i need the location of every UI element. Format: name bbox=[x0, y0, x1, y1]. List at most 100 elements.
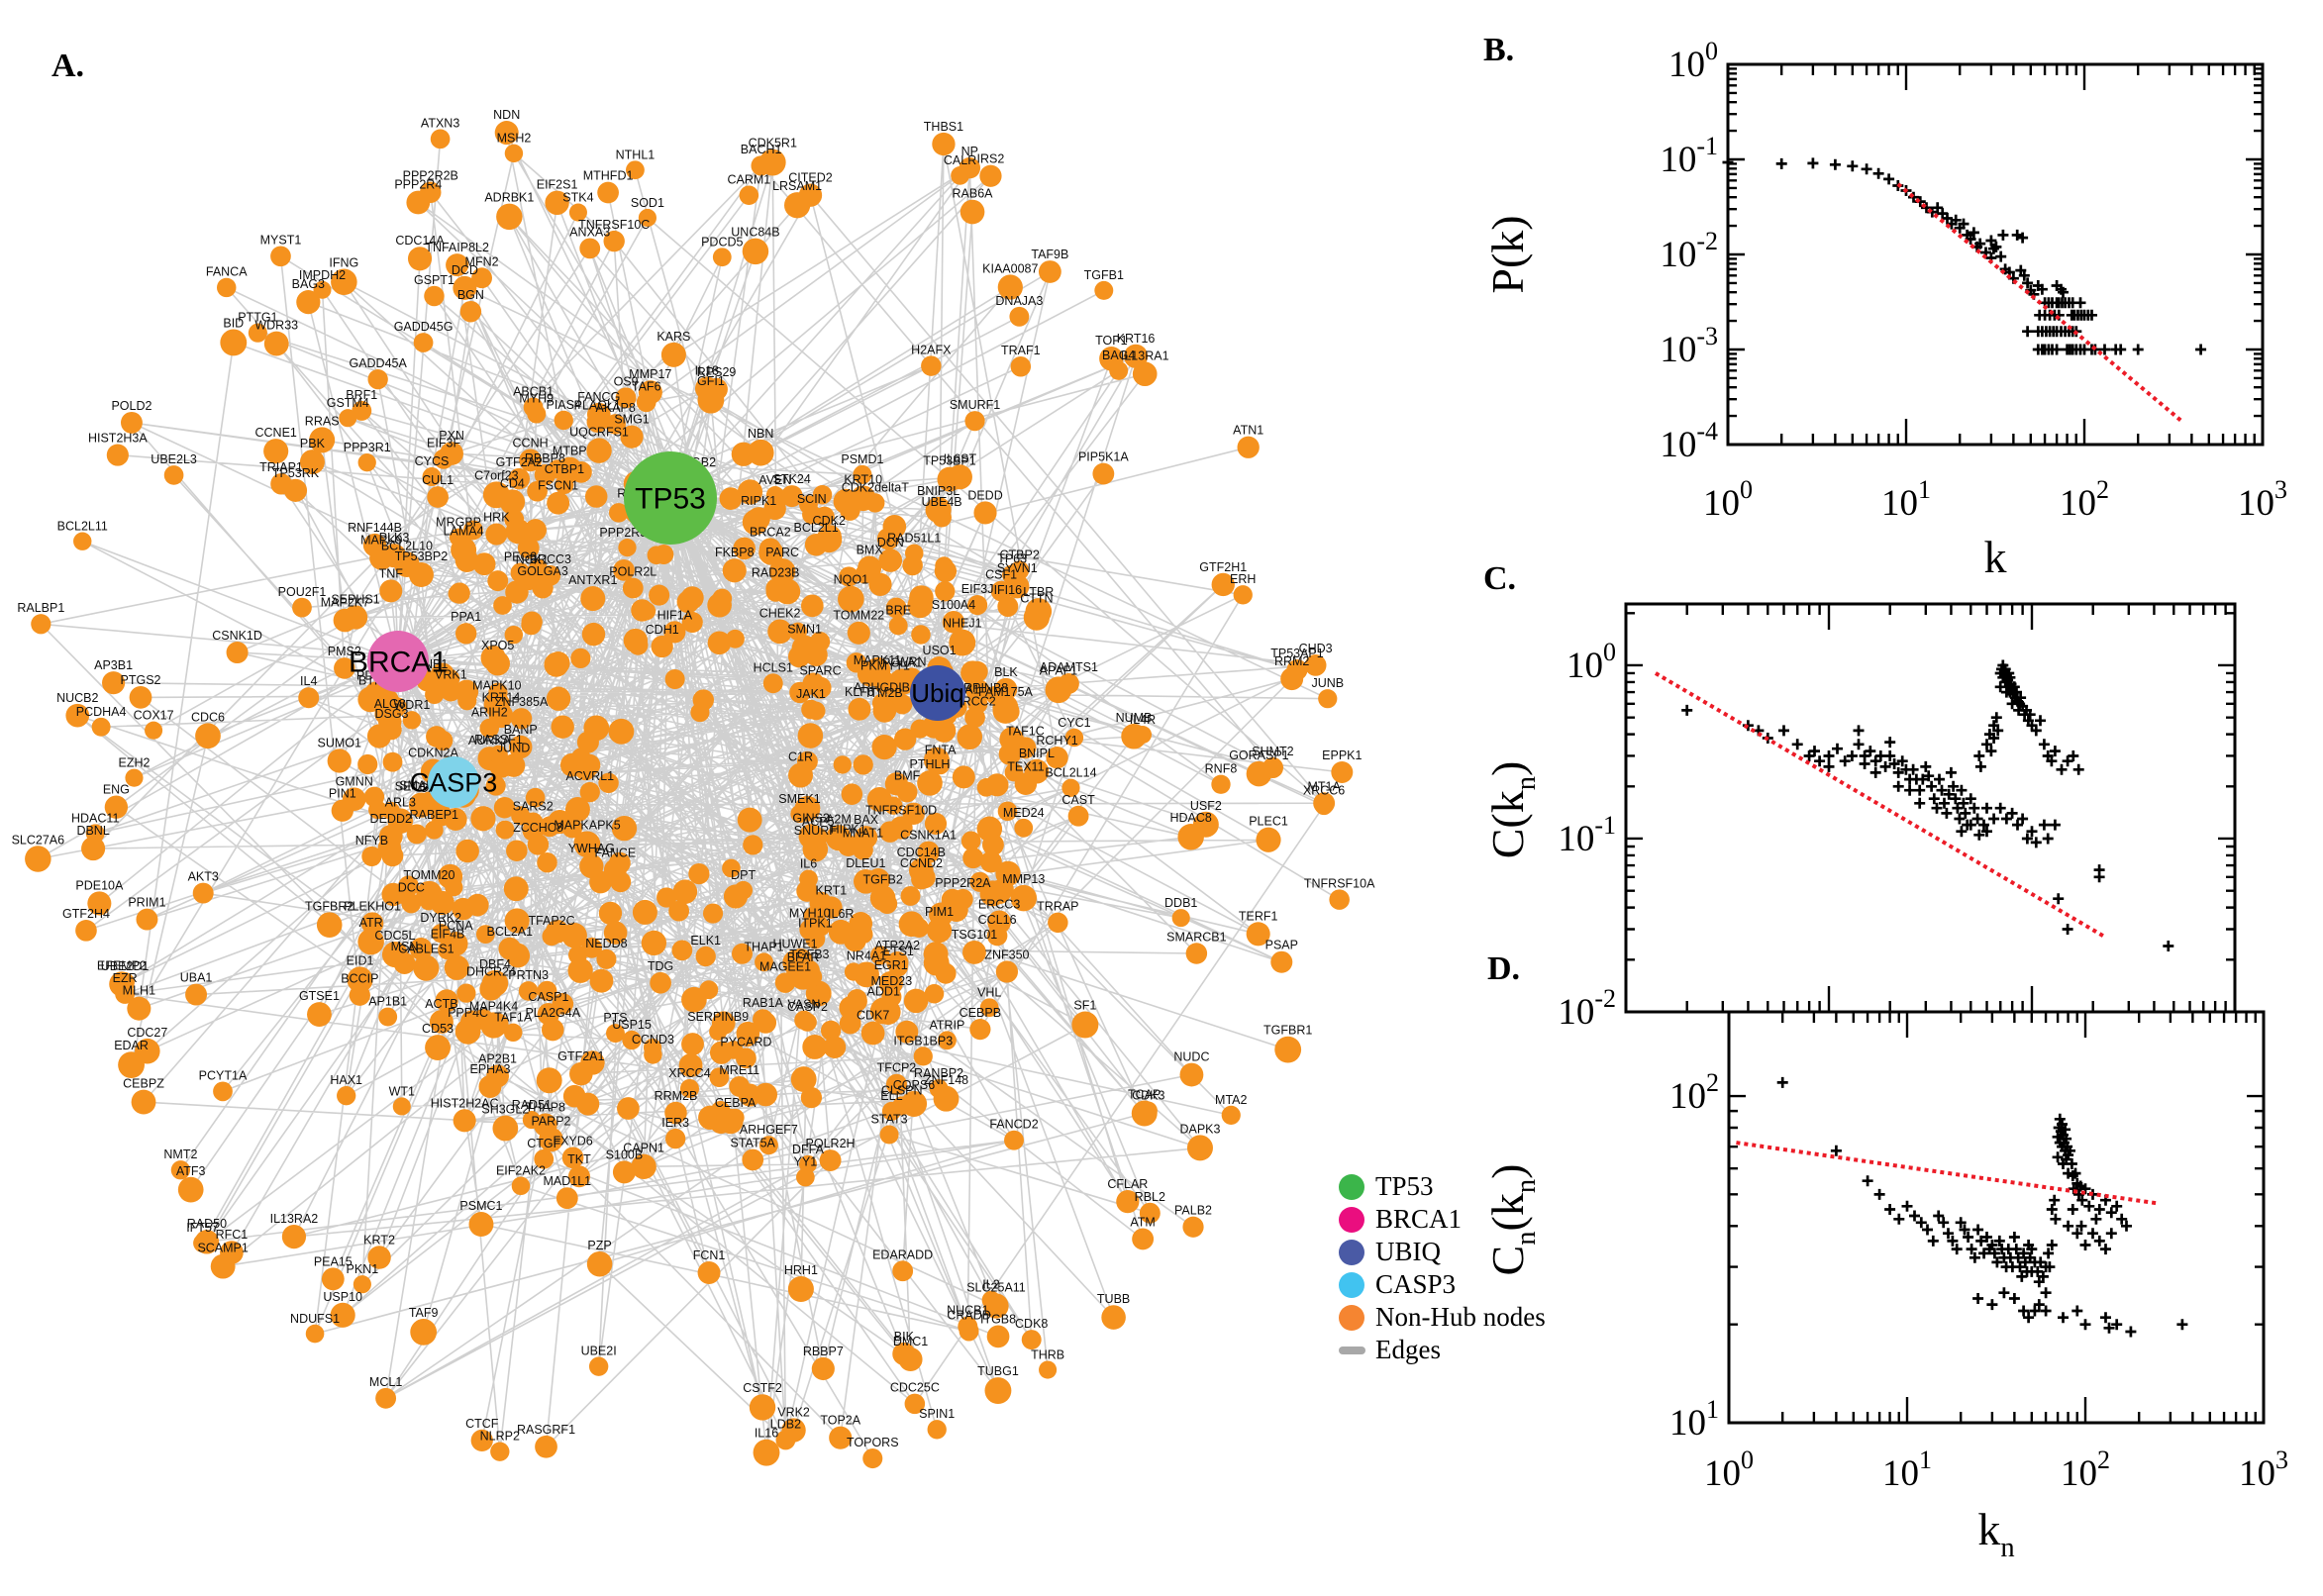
svg-text:THRB: THRB bbox=[1031, 1347, 1064, 1361]
svg-text:TNFAIP8L2: TNFAIP8L2 bbox=[425, 241, 489, 254]
svg-text:CCL16: CCL16 bbox=[978, 913, 1017, 927]
gene-node bbox=[75, 920, 97, 942]
svg-text:ATP2A2: ATP2A2 bbox=[875, 939, 921, 952]
svg-text:PCYT1A: PCYT1A bbox=[199, 1068, 248, 1082]
gene-node bbox=[829, 1426, 853, 1449]
gene-node bbox=[1046, 747, 1068, 769]
svg-text:PPP2R4: PPP2R4 bbox=[394, 178, 442, 192]
gene-node bbox=[758, 1136, 778, 1155]
svg-text:BCL2L10: BCL2L10 bbox=[381, 539, 433, 552]
gene-node bbox=[488, 703, 514, 729]
legend-item-casp3: CASP3 bbox=[1339, 1268, 1546, 1301]
legend-item-edges: Edges bbox=[1339, 1334, 1546, 1366]
gene-node bbox=[331, 799, 354, 822]
gene-node bbox=[163, 465, 184, 485]
gene-node bbox=[296, 290, 321, 315]
svg-text:GINS2: GINS2 bbox=[792, 811, 830, 825]
gene-node bbox=[981, 1290, 1001, 1310]
gene-node bbox=[492, 1115, 519, 1142]
svg-text:CYC1: CYC1 bbox=[1058, 716, 1090, 730]
gene-node bbox=[81, 837, 106, 861]
gene-node bbox=[969, 1019, 991, 1041]
svg-text:CDC6: CDC6 bbox=[191, 710, 225, 724]
gene-node bbox=[129, 685, 152, 709]
svg-text:TP53RK: TP53RK bbox=[272, 466, 320, 480]
svg-text:CDC27: CDC27 bbox=[127, 1026, 167, 1040]
gene-node bbox=[1064, 728, 1084, 748]
svg-text:STK24: STK24 bbox=[773, 472, 811, 486]
svg-text:XPO5: XPO5 bbox=[481, 639, 514, 652]
svg-text:ARIH2: ARIH2 bbox=[471, 706, 508, 720]
svg-text:GMNN: GMNN bbox=[336, 774, 373, 788]
svg-text:MT1A: MT1A bbox=[1307, 779, 1341, 793]
svg-text:PTGS2: PTGS2 bbox=[121, 673, 161, 687]
gene-node bbox=[854, 826, 878, 849]
gene-node bbox=[440, 680, 461, 702]
svg-text:MFN2: MFN2 bbox=[465, 254, 499, 268]
svg-text:RAD51: RAD51 bbox=[512, 1098, 552, 1112]
svg-text:BNIPL: BNIPL bbox=[1019, 747, 1055, 760]
svg-text:NDUFS1: NDUFS1 bbox=[290, 1312, 340, 1326]
svg-text:MMP13: MMP13 bbox=[1002, 872, 1045, 886]
svg-text:NR4A1: NR4A1 bbox=[847, 948, 886, 962]
gene-node bbox=[556, 456, 583, 483]
gene-node bbox=[337, 1086, 356, 1106]
svg-text:TRRAP: TRRAP bbox=[1037, 900, 1078, 914]
gene-node bbox=[784, 192, 811, 219]
gene-node bbox=[1139, 1101, 1158, 1120]
gene-node bbox=[136, 908, 158, 931]
svg-text:RCHY1: RCHY1 bbox=[1036, 734, 1077, 748]
svg-text:ATRIP: ATRIP bbox=[929, 1018, 964, 1032]
svg-text:NHEJ1: NHEJ1 bbox=[943, 617, 982, 631]
svg-text:DCN: DCN bbox=[877, 536, 904, 549]
svg-text:DYRK2: DYRK2 bbox=[420, 911, 461, 925]
svg-text:GTF2H1: GTF2H1 bbox=[1199, 560, 1247, 574]
svg-text:NLRP2: NLRP2 bbox=[480, 1430, 520, 1444]
svg-text:FAM175A: FAM175A bbox=[978, 685, 1034, 699]
svg-text:TAF9: TAF9 bbox=[409, 1306, 439, 1320]
gene-node bbox=[459, 300, 482, 323]
svg-text:GSTM4: GSTM4 bbox=[327, 396, 369, 410]
svg-text:TAF9B: TAF9B bbox=[1031, 248, 1068, 261]
svg-text:SERPINB9: SERPINB9 bbox=[687, 1010, 749, 1024]
axis-title: Cn(kn) bbox=[1482, 1164, 1542, 1276]
svg-text:CDKN2A: CDKN2A bbox=[408, 747, 458, 760]
gene-node bbox=[1246, 760, 1272, 787]
svg-text:SYVN1: SYVN1 bbox=[997, 561, 1038, 575]
svg-text:CUL1: CUL1 bbox=[422, 473, 454, 487]
svg-text:SMN1: SMN1 bbox=[787, 623, 822, 637]
tick-label: 100 bbox=[1668, 37, 1718, 85]
gene-node bbox=[809, 676, 832, 699]
gene-node bbox=[1024, 758, 1050, 784]
svg-text:CEBPA: CEBPA bbox=[715, 1096, 757, 1110]
gene-node bbox=[519, 449, 542, 472]
svg-text:CSNK1D: CSNK1D bbox=[212, 629, 262, 643]
svg-text:RAB1A: RAB1A bbox=[743, 996, 784, 1010]
svg-text:RALBP1: RALBP1 bbox=[17, 601, 64, 615]
svg-text:CD4: CD4 bbox=[500, 476, 525, 490]
svg-text:DEDD: DEDD bbox=[967, 488, 1002, 502]
gene-node bbox=[424, 820, 444, 840]
tick-label: 103 bbox=[2238, 475, 2287, 524]
gene-node bbox=[307, 1002, 332, 1028]
gene-node bbox=[615, 387, 637, 409]
axis-ticks bbox=[1727, 1012, 2266, 1425]
gene-node bbox=[663, 621, 686, 644]
svg-text:CTTN: CTTN bbox=[1020, 591, 1053, 605]
svg-text:ETS1: ETS1 bbox=[883, 945, 914, 958]
svg-text:JUND: JUND bbox=[497, 741, 530, 754]
hub-label-brca1: BRCA1 bbox=[349, 647, 448, 679]
gene-node bbox=[788, 762, 813, 788]
svg-text:KRT2: KRT2 bbox=[363, 1233, 395, 1247]
gene-node bbox=[962, 941, 986, 964]
svg-text:BMF: BMF bbox=[894, 769, 921, 783]
gene-node bbox=[375, 1387, 397, 1409]
gene-node bbox=[508, 467, 531, 490]
svg-text:MNAT1: MNAT1 bbox=[843, 827, 883, 841]
svg-text:BFAR: BFAR bbox=[787, 950, 820, 964]
gene-node bbox=[596, 948, 617, 969]
svg-text:ARL3: ARL3 bbox=[385, 795, 416, 809]
svg-text:ALG8: ALG8 bbox=[374, 697, 406, 711]
panel-label-b: B. bbox=[1483, 32, 1515, 68]
